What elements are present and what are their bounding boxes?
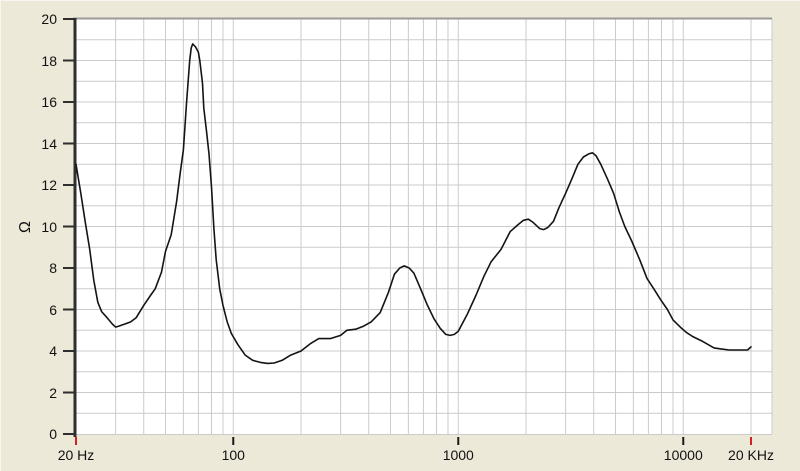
y-tick-label: 10 xyxy=(41,218,57,235)
y-tick-label: 0 xyxy=(49,426,57,442)
y-tick-label: 14 xyxy=(41,135,57,152)
x-tick-label: 100 xyxy=(221,447,245,463)
x-tick-label: 10000 xyxy=(663,447,703,463)
y-tick-label: 8 xyxy=(49,260,57,276)
y-tick-label: 18 xyxy=(41,52,57,69)
x-tick-label: 20 KHz xyxy=(728,447,774,463)
y-tick-label: 16 xyxy=(41,94,57,110)
x-tick-label: 20 Hz xyxy=(57,447,95,463)
x-tick-label: 1000 xyxy=(442,447,474,463)
y-tick-label: 12 xyxy=(41,177,57,193)
y-tick-label: 6 xyxy=(49,301,57,318)
y-tick-label: 20 xyxy=(41,11,57,27)
y-tick-label: 2 xyxy=(49,384,57,401)
impedance-curve xyxy=(75,43,752,365)
y-tick-label: 4 xyxy=(49,343,57,359)
